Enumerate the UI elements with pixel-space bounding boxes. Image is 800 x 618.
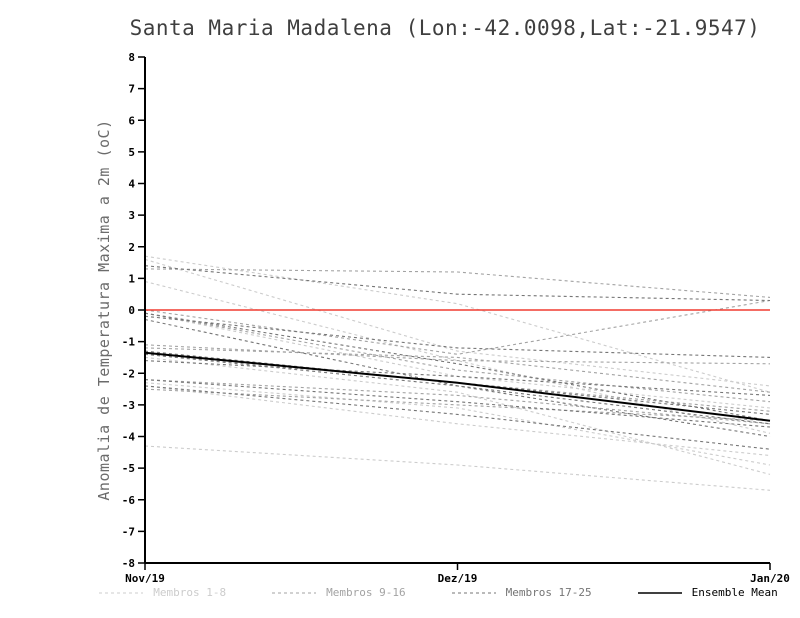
legend-line-membros-9-16-icon: [272, 591, 317, 594]
y-tick-label: -1: [122, 336, 136, 349]
chart-title: Santa Maria Madalena (Lon:-42.0098,Lat:-…: [129, 16, 761, 40]
legend: Membros 1-8 Membros 9-16 Membros 17-25 E…: [90, 586, 785, 599]
legend-item-membros-17-25: Membros 17-25: [450, 586, 592, 599]
y-tick-label: -8: [122, 557, 135, 570]
y-tick-label: -5: [122, 462, 135, 475]
y-tick-label: 2: [128, 241, 135, 254]
y-tick-label: 6: [128, 114, 135, 127]
legend-label: Membros 9-16: [326, 586, 406, 599]
legend-line-membros-17-25-icon: [451, 591, 496, 594]
x-tick-label: Jan/20: [750, 572, 790, 585]
legend-item-membros-9-16: Membros 9-16: [270, 586, 406, 599]
y-tick-label: -2: [122, 367, 135, 380]
y-tick-label: 8: [128, 51, 135, 64]
x-tick-label: Nov/19: [125, 572, 165, 585]
legend-label: Membros 17-25: [505, 586, 592, 599]
legend-label: Membros 1-8: [153, 586, 227, 599]
ensemble-mean-line: [144, 351, 771, 422]
legend-label: Ensemble Mean: [691, 586, 778, 599]
y-tick-label: 4: [128, 178, 135, 191]
axes: -8 -7 -6 -5 -4 -3 -2 -1 0 1 2 3 4 5 6 7 8 Nov/19 Dez/19 Jan…: [122, 51, 790, 585]
legend-item-membros-1-8: Membros 1-8: [97, 586, 226, 599]
y-tick-label: 3: [128, 209, 135, 222]
series-group-1: [144, 255, 771, 491]
y-tick-label: -3: [122, 399, 135, 412]
y-tick-label: 0: [128, 304, 135, 317]
y-tick-label: 1: [128, 272, 135, 285]
y-tick-label: -4: [122, 431, 136, 444]
y-tick-label: -6: [122, 494, 136, 507]
legend-line-ensemble-mean-icon: [637, 591, 682, 594]
y-tick-label: 7: [128, 83, 135, 96]
legend-item-ensemble-mean: Ensemble Mean: [636, 586, 778, 599]
y-tick-label: 5: [128, 146, 135, 159]
legend-line-membros-1-8-icon: [99, 591, 144, 594]
series-group-2: [144, 268, 771, 425]
y-tick-label: -7: [122, 525, 135, 538]
x-tick-label: Dez/19: [438, 572, 478, 585]
